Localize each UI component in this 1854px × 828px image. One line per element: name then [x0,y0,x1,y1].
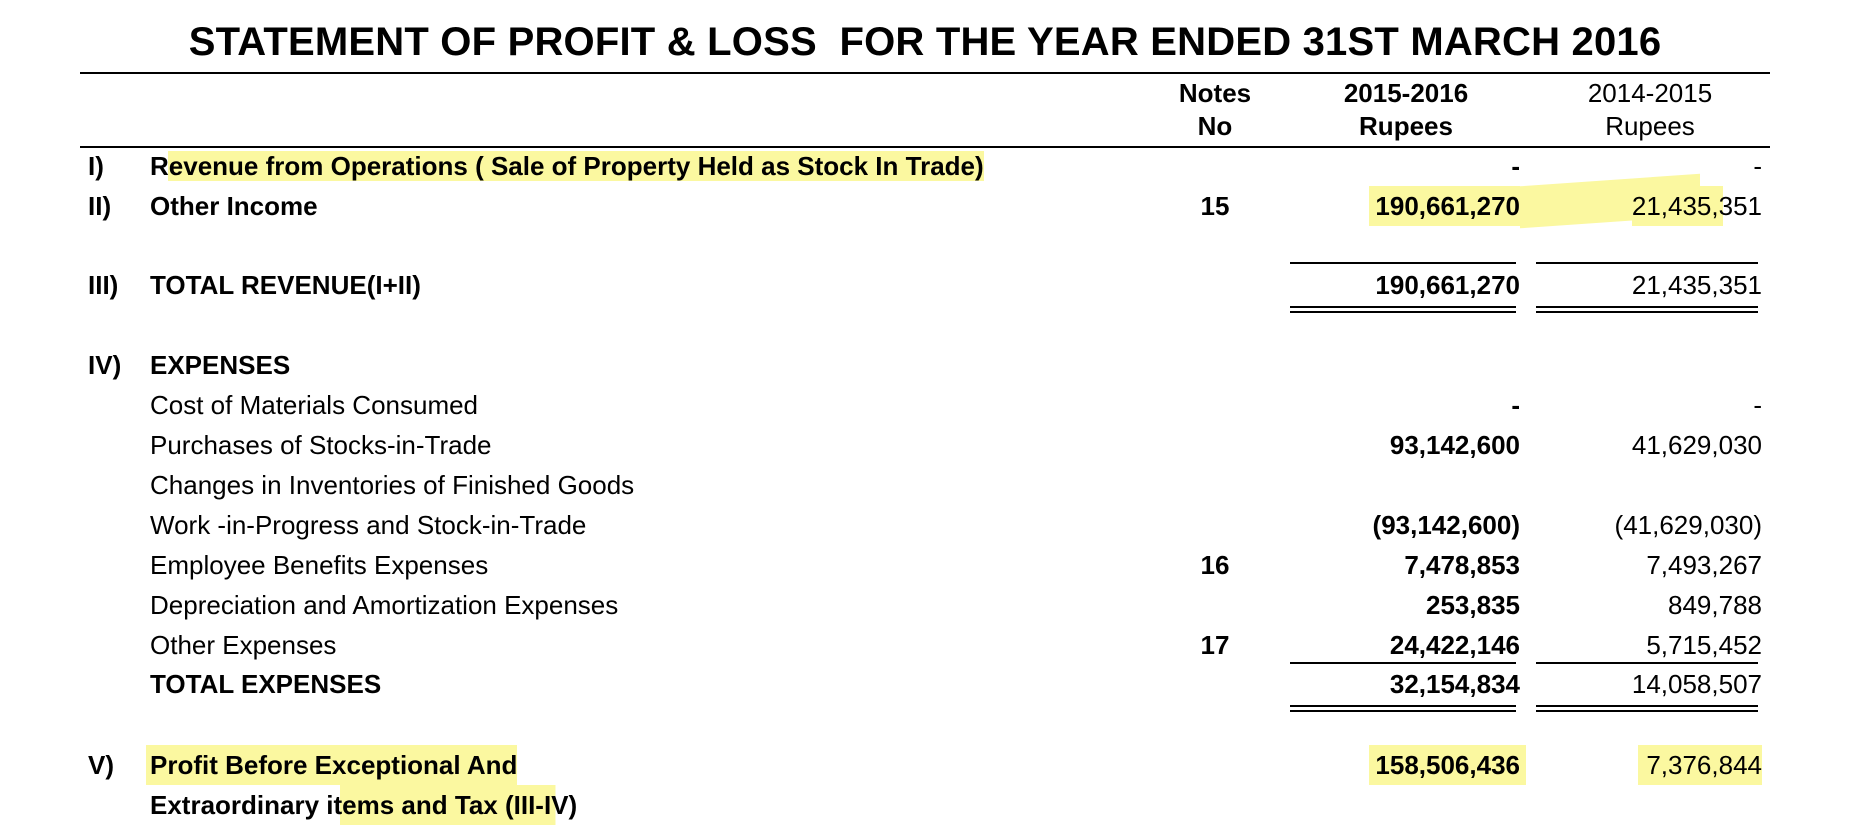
current-value: 253,835 [1426,590,1520,620]
previous-value: 14,058,507 [1631,669,1762,699]
previous-value: (41,629,030) [1614,510,1762,540]
row-label: EXPENSES [150,350,291,380]
row-label: Other Expenses [150,630,337,660]
notes-column-header: Notes No [1165,77,1265,143]
previous-value: 7,376,844 [1638,745,1762,785]
previous-value: 21,435,351 [1631,270,1762,300]
total-double-rule-current [1290,306,1516,313]
row-label: Work -in-Progress and Stock-in-Trade [150,510,587,540]
row-number: IV) [88,350,122,380]
row-label: Profit Before Exceptional And [146,745,518,785]
subtotal-rule-previous [1536,262,1758,264]
table-row: Cost of Materials Consumed - - [0,385,1854,425]
expenses-rule-current [1290,662,1516,664]
current-year-unit: Rupees [1359,111,1453,141]
current-value: 190,661,270 [1369,186,1520,226]
table-row: Work -in-Progress and Stock-in-Trade (93… [0,505,1854,545]
table-row: Depreciation and Amortization Expenses 2… [0,585,1854,625]
previous-value: 7,493,267 [1646,550,1762,580]
row-number: II) [88,191,112,221]
statement-title: STATEMENT OF PROFIT & LOSS FOR THE YEAR … [188,20,1662,64]
row-label: TOTAL REVENUE(I+II) [150,270,421,300]
note-number: 16 [1200,550,1230,580]
current-value: 158,506,436 [1369,745,1526,785]
row-label: Other Income [150,191,318,221]
previous-year-unit: Rupees [1605,111,1695,141]
table-row: IV) EXPENSES [0,345,1854,385]
expenses-double-rule-previous [1536,705,1758,712]
table-row: Changes in Inventories of Finished Goods [0,465,1854,505]
total-double-rule-previous [1536,306,1758,313]
row-number: V) [88,750,114,780]
row-label: Employee Benefits Expenses [150,550,489,580]
table-row: Extraordinary items and Tax (III-IV) [0,785,1854,825]
current-year-label: 2015-2016 [1343,78,1469,108]
table-row: TOTAL EXPENSES 32,154,834 14,058,507 [0,664,1854,704]
previous-value: 5,715,452 [1646,630,1762,660]
previous-value: 41,629,030 [1631,430,1762,460]
row-number: III) [88,270,119,300]
current-value: 32,154,834 [1389,669,1520,699]
subtotal-rule-current [1290,262,1516,264]
previous-value: 21,435,351 [1631,186,1762,226]
row-label: Changes in Inventories of Finished Goods [150,470,635,500]
notes-header-line2: No [1197,111,1233,141]
table-row: Purchases of Stocks-in-Trade 93,142,600 … [0,425,1854,465]
notes-header-line1: Notes [1178,78,1252,108]
note-number: 17 [1200,630,1230,660]
current-value: (93,142,600) [1372,510,1520,540]
current-value: - [1511,390,1520,420]
row-label: TOTAL EXPENSES [150,669,382,699]
current-year-column-header: 2015-2016 Rupees [1316,77,1496,143]
row-label: Extraordinary items and Tax (III-IV) [150,785,578,825]
table-row: Employee Benefits Expenses 16 7,478,853 … [0,545,1854,585]
row-label: Depreciation and Amortization Expenses [150,590,619,620]
row-label: Purchases of Stocks-in-Trade [150,430,492,460]
table-row: I) Revenue from Operations ( Sale of Pro… [0,146,1854,186]
expenses-double-rule-current [1290,705,1516,712]
note-number: 15 [1200,191,1230,221]
current-value: 93,142,600 [1389,430,1520,460]
current-value: 7,478,853 [1404,550,1520,580]
header-rule [80,146,1770,148]
previous-year-column-header: 2014-2015 Rupees [1560,77,1740,143]
expenses-rule-previous [1536,662,1758,664]
table-row: V) Profit Before Exceptional And 158,506… [0,745,1854,785]
current-value: 190,661,270 [1375,270,1520,300]
title-rule [80,72,1770,74]
table-row: Other Expenses 17 24,422,146 5,715,452 [0,625,1854,665]
previous-value: - [1753,151,1762,181]
table-row: II) Other Income 15 190,661,270 21,435,3… [0,186,1854,226]
table-row: III) TOTAL REVENUE(I+II) 190,661,270 21,… [0,265,1854,305]
previous-value: 849,788 [1668,590,1762,620]
previous-year-label: 2014-2015 [1587,78,1713,108]
row-number: I) [88,151,104,181]
row-label: Cost of Materials Consumed [150,390,479,420]
current-value: - [1511,151,1520,181]
revenue-label-highlight: Revenue from Operations ( Sale of Proper… [150,151,984,181]
previous-value: - [1753,390,1762,420]
current-value: 24,422,146 [1389,630,1520,660]
row-label: Revenue from Operations ( Sale of Proper… [150,146,986,186]
